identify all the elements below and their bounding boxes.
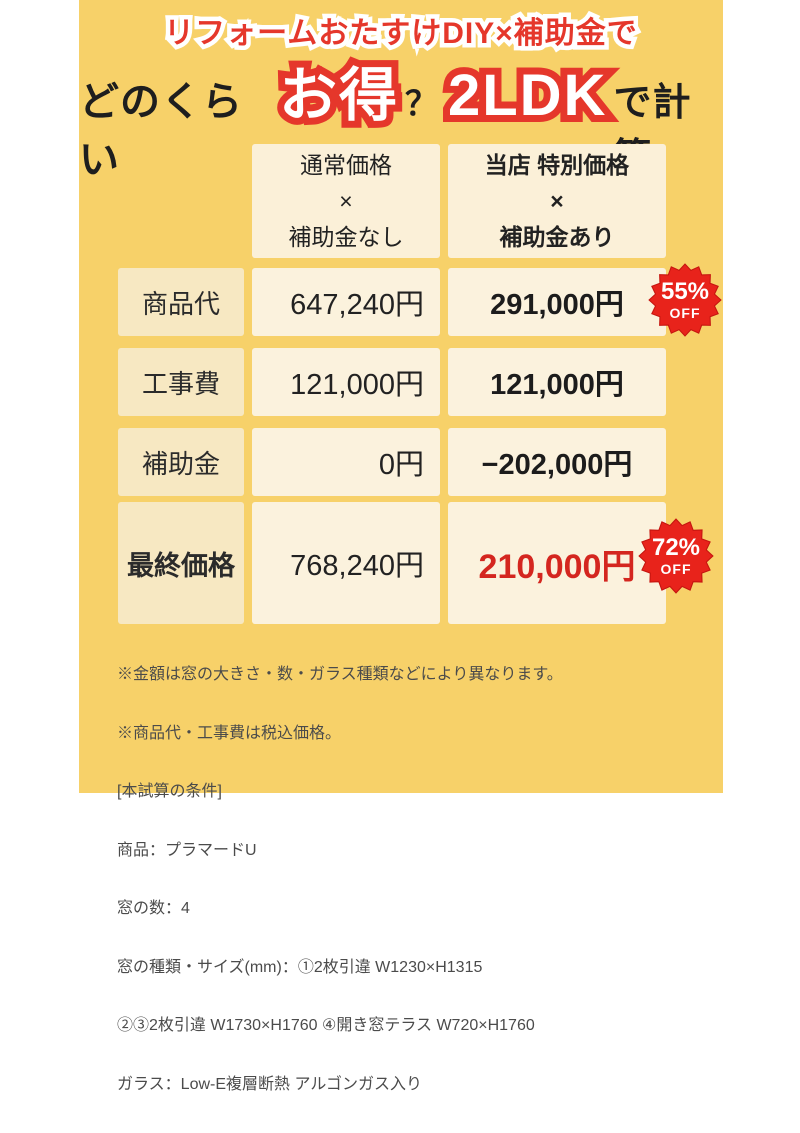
main-title-stroke: リフォームおたすけDIY×補助金で [160, 13, 642, 55]
row-label-construction-cost: 工事費 [118, 348, 244, 416]
highlight-2ldk-fill: 2LDK [447, 63, 608, 128]
normal-price-construction-cost: 121,000円 [252, 348, 440, 416]
normal-price-product-cost: 647,240円 [252, 268, 440, 336]
badge-55-off-label: OFF [669, 305, 701, 321]
note-line: 窓の種類・サイズ(mm)：①2枚引違 W1230×H1315 [117, 958, 483, 976]
header-normal-line2: 補助金なし [288, 224, 404, 250]
note-line: 商品：プラマードU [117, 841, 257, 859]
starburst-icon [648, 263, 722, 337]
special-price-product-cost: 291,000円 [448, 268, 666, 336]
header-special-line2: 補助金あり [499, 224, 615, 250]
row-label-product-cost: 商品代 [118, 268, 244, 336]
highlight-otoku-fill: お得 [278, 63, 399, 128]
column-header-normal-price: 通常価格 × 補助金なし [252, 144, 440, 258]
header-special-line1: 当店 特別価格 [484, 152, 630, 178]
column-header-special-price: 当店 特別価格 × 補助金あり [448, 144, 666, 258]
header-special-multiply: × [550, 188, 564, 214]
main-title: リフォームおたすけDIY×補助金で リフォームおたすけDIY×補助金で [79, 8, 723, 55]
subtitle: どのくらい お得 お得 ？ 2LDK 2LDK で計算 [79, 48, 723, 182]
note-line: ※金額は窓の大きさ・数・ガラス種類などにより異なります。 [117, 666, 563, 683]
notes-list: ※金額は窓の大きさ・数・ガラス種類などにより異なります。 ※商品代・工事費は税込… [117, 626, 707, 1133]
highlight-2ldk: 2LDK 2LDK [441, 56, 613, 135]
note-line: 窓の数：4 [117, 900, 190, 917]
subtitle-question-mark: ？ [404, 85, 438, 122]
badge-72-off: 72% OFF [638, 518, 714, 594]
special-price-construction-cost: 121,000円 [448, 348, 666, 416]
row-label-subsidy: 補助金 [118, 428, 244, 496]
highlight-2ldk-stroke: 2LDK [441, 56, 613, 135]
note-line: ガラス：Low-E複層断熱 アルゴンガス入り [117, 1075, 422, 1093]
main-title-fill: リフォームおたすけDIY×補助金で [164, 17, 638, 50]
badge-72-off-label: OFF [660, 561, 692, 577]
normal-price-subsidy: 0円 [252, 428, 440, 496]
badge-55-off: 55% OFF [648, 263, 722, 337]
header-normal-multiply: × [339, 188, 353, 214]
note-line: [本試算の条件] [117, 783, 222, 800]
main-title-text: リフォームおたすけDIY×補助金で リフォームおたすけDIY×補助金で [160, 8, 642, 55]
special-price-subsidy: −202,000円 [448, 428, 666, 496]
highlight-otoku: お得 お得 [272, 48, 404, 135]
row-label-final-price: 最終価格 [118, 502, 244, 624]
note-line: ②③2枚引違 W1730×H1760 ④開き窓テラス W720×H1760 [117, 1017, 535, 1034]
page-background: リフォームおたすけDIY×補助金で リフォームおたすけDIY×補助金で どのくら… [79, 0, 723, 1093]
subtitle-prefix: どのくらい [79, 80, 243, 182]
header-normal-line1: 通常価格 [300, 152, 392, 178]
highlight-otoku-stroke: お得 [272, 56, 404, 135]
badge-72-percent: 72% [651, 534, 701, 561]
note-line: ※商品代・工事費は税込価格。 [117, 724, 342, 742]
badge-55-percent: 55% [660, 278, 710, 305]
badge-72-text: 72% OFF [638, 518, 714, 594]
special-price-final: 210,000円 [448, 502, 666, 624]
badge-55-text: 55% OFF [648, 263, 722, 337]
starburst-icon [638, 518, 714, 594]
normal-price-final: 768,240円 [252, 502, 440, 624]
